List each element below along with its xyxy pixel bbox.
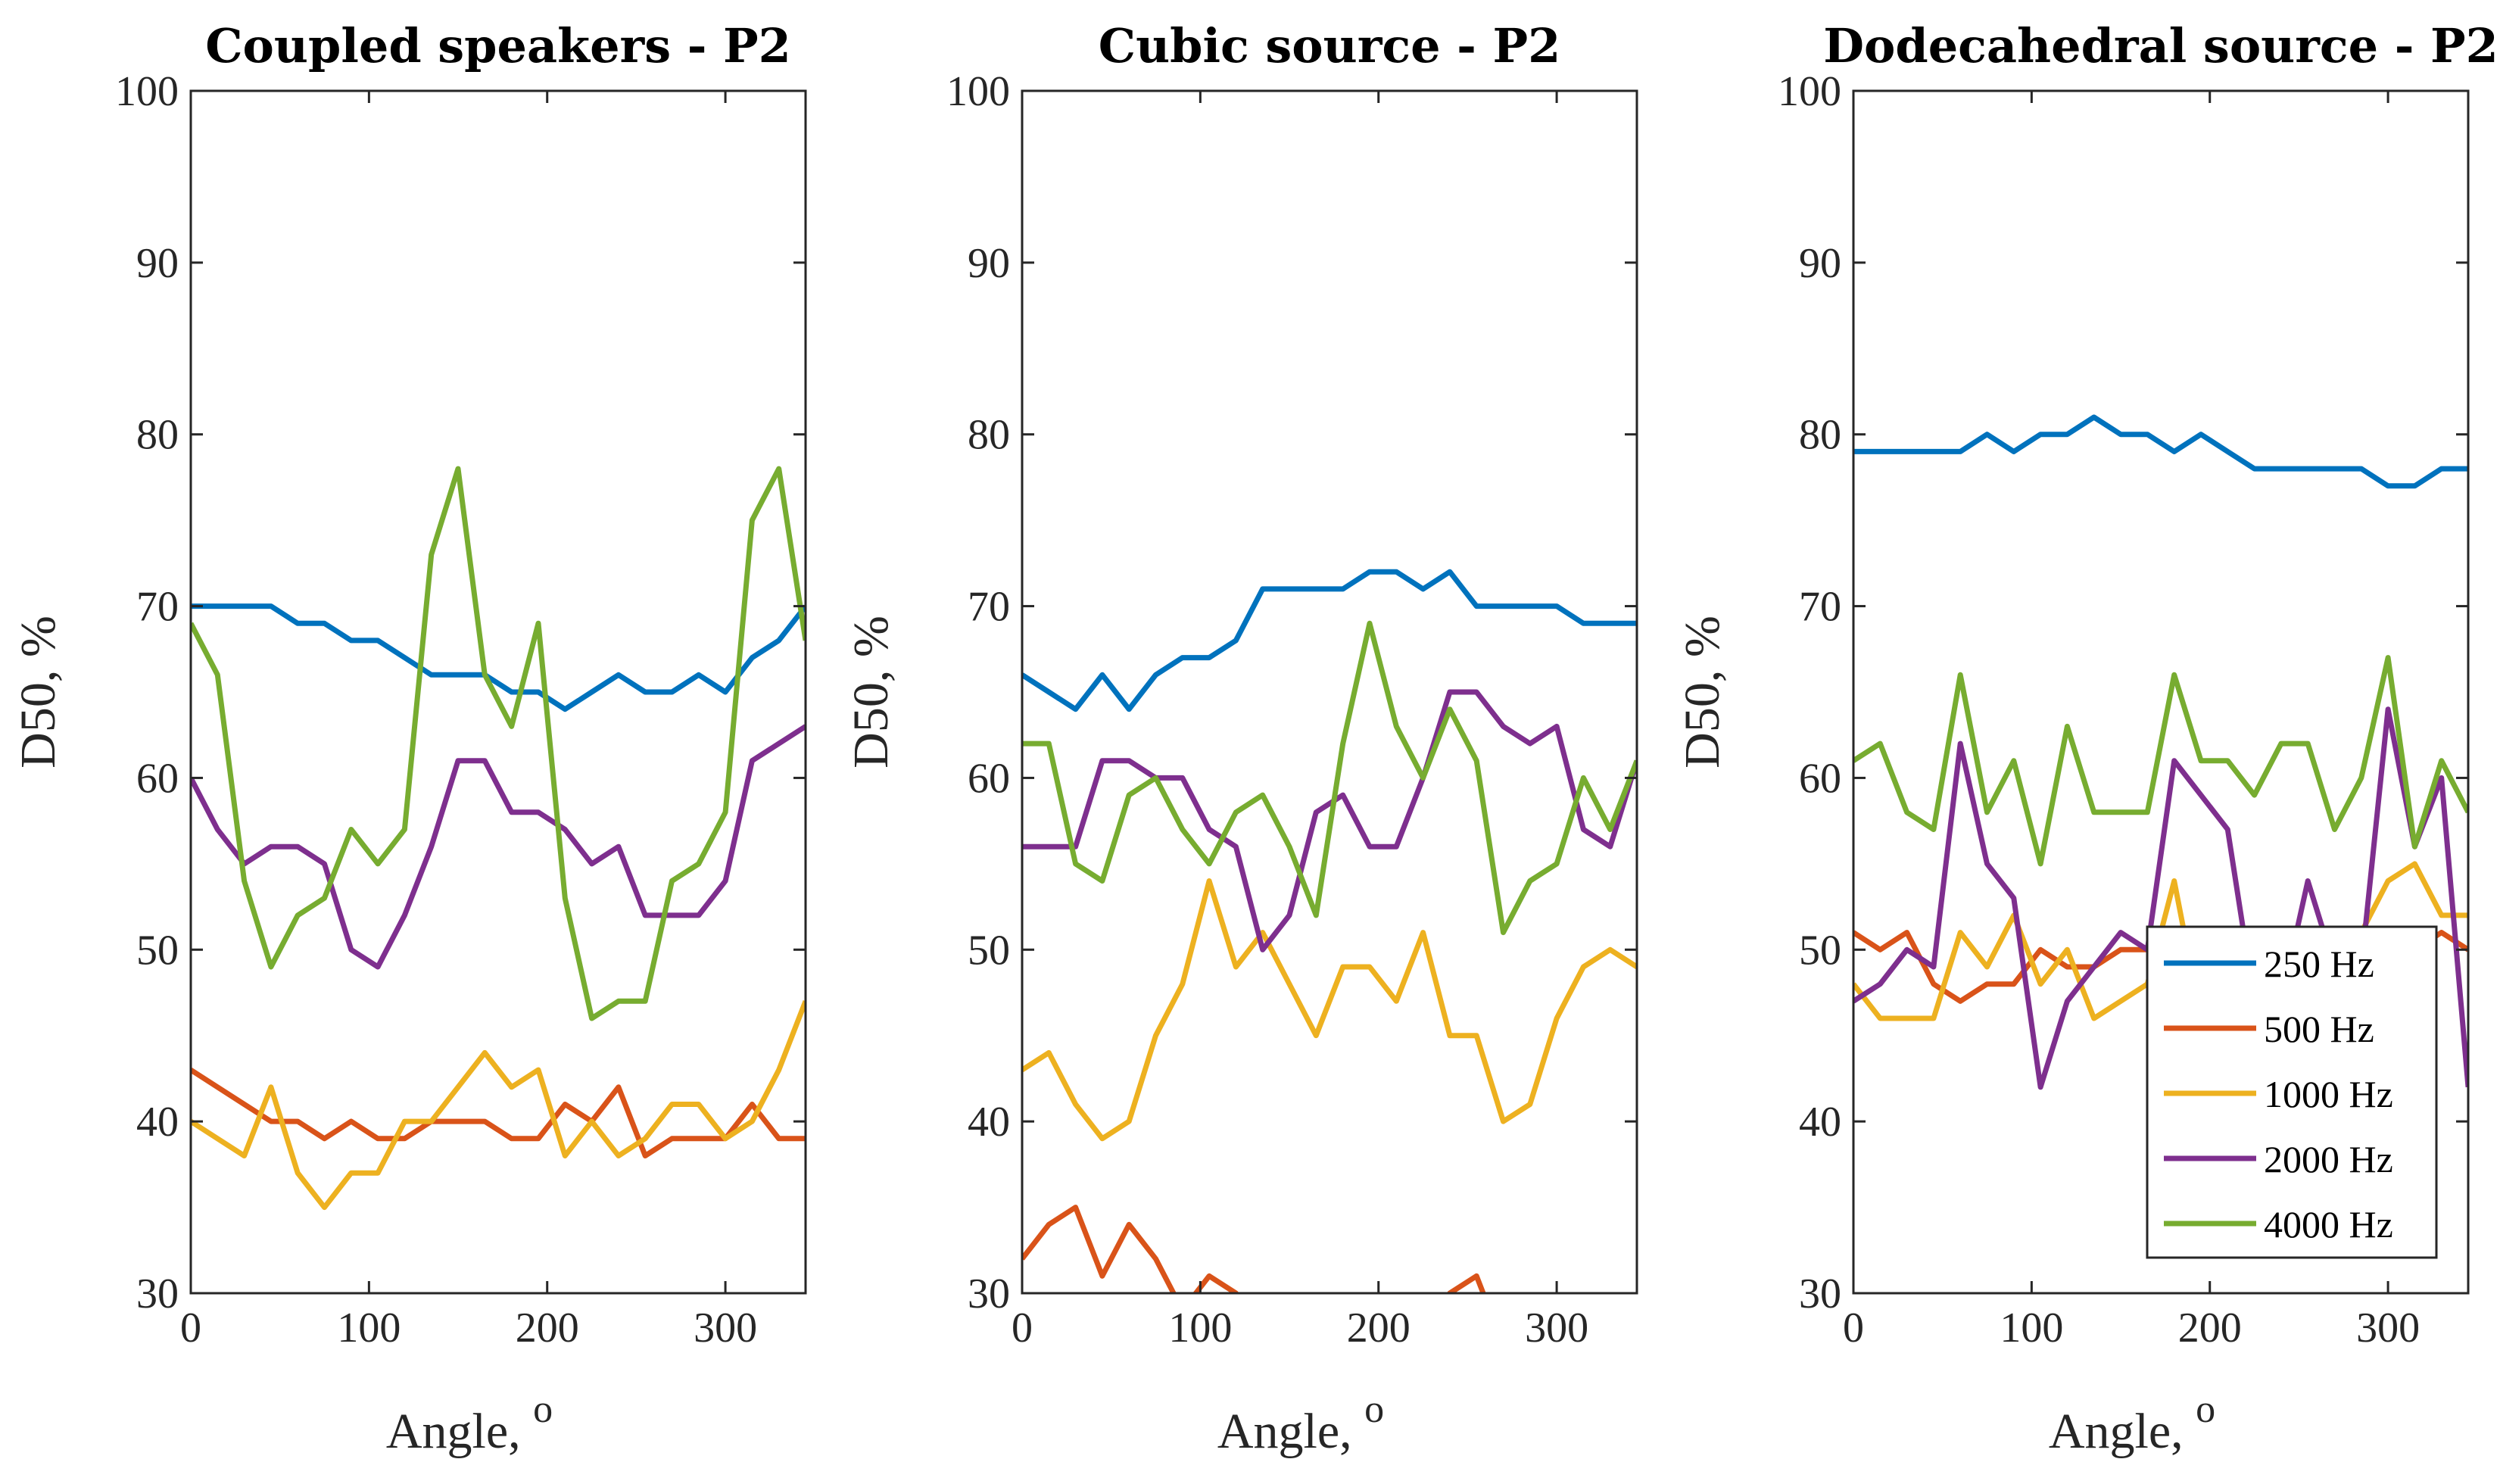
series-line-4000hz — [1853, 655, 2468, 867]
series-line-2000hz — [1022, 689, 1637, 952]
axes-box — [189, 89, 807, 1295]
y-tick-label: 60 — [1799, 755, 1841, 802]
series-line-1000hz — [1022, 878, 1637, 1142]
tick-layer: 0 100 200 300 30 40 50 60 70 80 90 100 — [115, 68, 806, 1352]
y-tick-label: 90 — [1799, 240, 1841, 287]
x-tick-label: 200 — [516, 1305, 579, 1352]
x-tick-label: 200 — [1347, 1305, 1411, 1352]
y-tick-label: 30 — [1799, 1270, 1841, 1317]
y-tick-label: 80 — [1799, 412, 1841, 459]
axes-box — [1021, 89, 1638, 1295]
x-tick-label: 100 — [1168, 1305, 1232, 1352]
x-axis-label: Angle, o — [386, 1388, 553, 1459]
x-tick-label: 300 — [1525, 1305, 1588, 1352]
x-tick-label: 300 — [2356, 1305, 2420, 1352]
x-axis-label-superscript: o — [1364, 1388, 1384, 1431]
y-tick-label: 100 — [946, 68, 1010, 115]
tick-layer: 0 100 200 300 30 40 50 60 70 80 90 100 — [946, 68, 1637, 1352]
series-line-250hz — [191, 603, 806, 712]
x-tick-label: 0 — [180, 1305, 201, 1352]
legend-label-4000hz: 4000 Hz — [2264, 1203, 2393, 1246]
y-tick-label: 40 — [136, 1099, 179, 1146]
series-line-2000hz — [1853, 706, 2468, 1090]
chart-panel-dodecahedral-source: Dodecahedral source - P2 0 100 200 300 30 40 5… — [1675, 18, 2498, 1459]
x-axis-label-text: Angle, — [1217, 1404, 1352, 1459]
y-tick-label: 40 — [968, 1099, 1010, 1146]
legend-label-250hz: 250 Hz — [2264, 943, 2374, 985]
series-line-500hz — [191, 1068, 806, 1158]
x-tick-label: 0 — [1843, 1305, 1864, 1352]
y-tick-label: 90 — [136, 240, 179, 287]
series-layer — [191, 466, 806, 1211]
series-line-1000hz — [191, 1000, 806, 1211]
series-line-2000hz — [191, 724, 806, 970]
chart-title: Cubic source - P2 — [1099, 18, 1561, 73]
chart-panel-coupled-speakers: Coupled speakers - P2 0 100 200 300 30 40 50 60… — [11, 18, 807, 1459]
y-tick-label: 60 — [968, 755, 1010, 802]
chart-title: Coupled speakers - P2 — [205, 18, 791, 73]
x-axis-label: Angle, o — [2049, 1388, 2215, 1459]
y-tick-label: 50 — [136, 927, 179, 974]
x-axis-label-superscript: o — [533, 1388, 553, 1431]
y-tick-label: 50 — [968, 927, 1010, 974]
y-tick-label: 60 — [136, 755, 179, 802]
x-axis-label-text: Angle, — [2049, 1404, 2184, 1459]
y-tick-label: 100 — [115, 68, 179, 115]
x-tick-label: 200 — [2178, 1305, 2242, 1352]
y-tick-label: 50 — [1799, 927, 1841, 974]
x-tick-label: 0 — [1012, 1305, 1033, 1352]
series-layer — [1022, 569, 1637, 1293]
y-tick-label: 90 — [968, 240, 1010, 287]
series-line-4000hz — [191, 466, 806, 1021]
legend-label-500hz: 500 Hz — [2264, 1008, 2374, 1050]
x-axis-label-superscript: o — [2196, 1388, 2215, 1431]
y-tick-label: 80 — [968, 412, 1010, 459]
chart-title: Dodecahedral source - P2 — [1823, 18, 2498, 73]
y-tick-label: 80 — [136, 412, 179, 459]
x-axis-label-text: Angle, — [386, 1404, 521, 1459]
y-axis-label: D50, % — [1675, 616, 1730, 768]
series-line-4000hz — [1022, 620, 1637, 936]
series-line-250hz — [1853, 414, 2468, 489]
plot-area — [191, 91, 806, 1293]
y-tick-label: 70 — [136, 584, 179, 631]
axes-box — [1852, 89, 2470, 1295]
chart-panel-cubic-source: Cubic source - P2 0 100 200 300 30 40 50 60 70 80… — [843, 18, 1638, 1459]
legend-label-2000hz: 2000 Hz — [2264, 1138, 2393, 1180]
legend-label-1000hz: 1000 Hz — [2264, 1073, 2393, 1115]
y-tick-label: 40 — [1799, 1099, 1841, 1146]
y-tick-label: 30 — [136, 1270, 179, 1317]
y-tick-label: 70 — [968, 584, 1010, 631]
y-tick-label: 30 — [968, 1270, 1010, 1317]
y-axis-label: D50, % — [843, 616, 899, 768]
y-tick-label: 70 — [1799, 584, 1841, 631]
x-tick-label: 100 — [337, 1305, 401, 1352]
x-tick-label: 300 — [694, 1305, 757, 1352]
series-line-250hz — [1022, 569, 1637, 712]
y-axis-label: D50, % — [11, 616, 66, 768]
tick-layer: 0 100 200 300 30 40 50 60 70 80 90 100 — [1778, 68, 2468, 1352]
x-axis-label: Angle, o — [1217, 1388, 1384, 1459]
series-line-500hz — [1022, 1205, 1486, 1293]
y-tick-label: 100 — [1778, 68, 1841, 115]
x-tick-label: 100 — [2000, 1305, 2063, 1352]
legend: 250 Hz 500 Hz 1000 Hz 2000 Hz 4000 Hz — [2146, 925, 2438, 1259]
